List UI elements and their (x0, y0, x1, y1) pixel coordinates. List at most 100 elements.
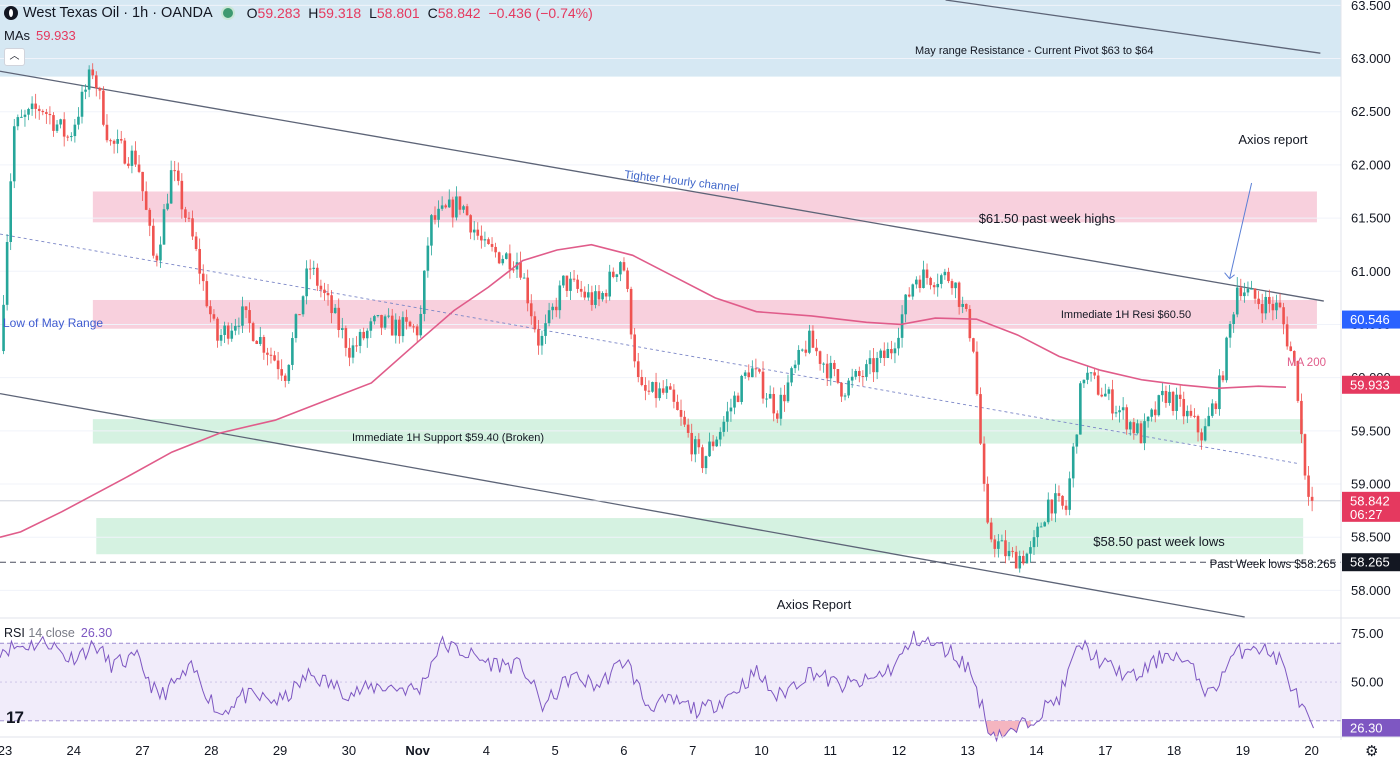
candle-body (45, 112, 48, 114)
gear-icon[interactable]: ⚙ (1365, 743, 1379, 760)
time-tick-label: 10 (754, 743, 768, 758)
ma-200-line (0, 243, 1287, 538)
candle-body (911, 284, 915, 297)
candle-body (925, 269, 929, 278)
price-tick-label: 58.500 (1351, 530, 1391, 545)
candle-body (947, 271, 950, 282)
candle-body (316, 267, 319, 286)
candle-body (62, 119, 66, 137)
candle-body (997, 541, 1000, 549)
candle-body (783, 394, 786, 402)
candle-body (904, 294, 907, 315)
market-status-icon (220, 6, 235, 20)
candle-body (758, 369, 761, 372)
candle-body (1018, 555, 1022, 569)
candle-body (519, 262, 522, 278)
candle-body (957, 282, 961, 307)
grid-layer (0, 4, 1341, 591)
candle-body (1011, 550, 1014, 552)
candle-body (305, 268, 308, 297)
candle-body (1036, 526, 1039, 538)
candle-body (77, 116, 80, 125)
candle-body (501, 258, 505, 264)
candle-body (98, 87, 102, 91)
candle-body (1303, 434, 1307, 476)
time-tick-label: 24 (67, 743, 81, 758)
symbol-title[interactable]: West Texas Oil · 1h · OANDA (23, 5, 213, 21)
candle-body (1093, 372, 1096, 376)
candle-body (144, 191, 148, 210)
tradingview-logo-icon[interactable]: 17 (6, 708, 24, 727)
candle-body (915, 279, 918, 285)
ma-legend-label: MAs (4, 28, 30, 43)
candle-body (804, 349, 808, 353)
candle-body (576, 279, 579, 289)
candle-body (155, 255, 159, 261)
candle-body (590, 292, 594, 305)
candle-body (936, 283, 940, 288)
candle-body (704, 456, 708, 469)
candle-body (433, 215, 437, 220)
candle-body (1118, 410, 1121, 413)
candle-body (230, 330, 234, 339)
past-week-lows-label: Past Week lows $58.265 (1210, 559, 1336, 571)
ma-legend[interactable]: MAs 59.933 (4, 28, 76, 43)
candle-body (141, 171, 144, 192)
collapse-legend-button[interactable]: ︿ (4, 48, 25, 66)
candle-body (1203, 426, 1207, 441)
candle-body (105, 124, 109, 141)
rsi-legend[interactable]: RSI 14 close 26.30 (4, 626, 112, 640)
zone-support_zone (96, 518, 1304, 555)
candle-body (647, 390, 651, 392)
candle-body (91, 69, 95, 76)
price-tick-label: 61.000 (1351, 264, 1391, 279)
candle-body (522, 277, 526, 279)
candle-body (1307, 475, 1310, 497)
price-label-text: 59.933 (1350, 377, 1390, 392)
rsi-legend-value: 26.30 (80, 626, 113, 640)
rsi-line (0, 630, 1314, 743)
candle-body (886, 348, 890, 358)
candle-body (319, 285, 323, 290)
candle-body (1193, 415, 1196, 417)
candle-body (1057, 493, 1061, 496)
zone-label: $58.50 past week lows (1093, 534, 1225, 549)
candle-body (152, 225, 155, 256)
price-label-text: 58.842 (1350, 493, 1390, 508)
candle-body (337, 307, 341, 330)
candle-body (847, 380, 850, 396)
candle-body (1296, 361, 1300, 401)
candle-body (440, 205, 444, 209)
candle-body (398, 319, 401, 337)
candle-body (1079, 383, 1082, 435)
candle-body (868, 358, 872, 365)
candle-body (52, 115, 55, 131)
time-tick-label: 20 (1304, 743, 1318, 758)
candle-body (540, 335, 544, 346)
candle-body (312, 267, 316, 269)
candle-body (1264, 296, 1268, 314)
candle-body (355, 345, 358, 347)
rsi-legend-params: 14 close (28, 626, 75, 640)
candle-body (1014, 551, 1018, 569)
candle-body (291, 338, 294, 365)
candle-body (127, 163, 130, 166)
candle-body (708, 441, 711, 457)
candle-body (180, 180, 184, 210)
candle-body (362, 331, 365, 339)
candle-body (1139, 423, 1143, 444)
candle-body (1007, 550, 1011, 557)
candle-body (972, 338, 975, 352)
candle-body (629, 288, 633, 335)
candles-layer[interactable] (2, 63, 1314, 573)
candle-body (216, 318, 219, 341)
candle-body (273, 355, 276, 361)
candle-body (212, 314, 216, 319)
zone-label: $61.50 past week highs (979, 211, 1116, 226)
candle-body (1186, 410, 1189, 417)
candle-body (1310, 496, 1314, 501)
candle-body (294, 314, 298, 339)
candle-body (1164, 390, 1168, 403)
candle-body (608, 271, 612, 297)
